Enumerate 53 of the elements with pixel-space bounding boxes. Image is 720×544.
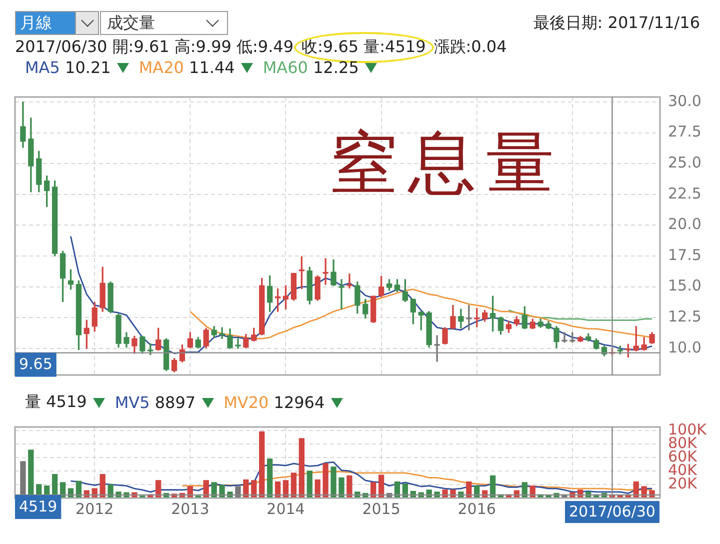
text: MV20 xyxy=(224,393,269,412)
x-tick-label: 2016 xyxy=(458,500,496,518)
bar xyxy=(290,472,297,498)
text: 12964 xyxy=(274,393,325,412)
text: MA60 xyxy=(262,58,308,77)
annotation: 窒息量 xyxy=(330,123,564,205)
bar xyxy=(322,463,328,498)
text: 最後日期: 2017/11/16 xyxy=(532,13,700,34)
dropdown: 成交量 xyxy=(100,11,228,35)
y-tick-label: 25.0 xyxy=(668,153,702,172)
bar xyxy=(266,458,273,498)
y-tick-label: 27.5 xyxy=(668,122,702,141)
bar xyxy=(100,474,106,498)
bar xyxy=(219,484,225,498)
bar xyxy=(298,438,304,498)
ref-line-label: 2017/06/30 xyxy=(568,502,656,520)
bar xyxy=(490,475,496,498)
ref-line-label: 4519 xyxy=(18,497,58,516)
text: 10.21 xyxy=(65,58,111,77)
bar xyxy=(338,477,344,498)
bar xyxy=(211,482,217,498)
x-tick-label: 2013 xyxy=(171,500,210,518)
bar xyxy=(330,466,336,498)
bar xyxy=(346,475,352,498)
text: MV5 xyxy=(114,393,150,412)
y-tick-label: 30.0 xyxy=(668,92,702,110)
bar xyxy=(378,474,384,498)
y-tick-label: 20.0 xyxy=(668,215,702,234)
x-tick-label: 2014 xyxy=(266,500,305,518)
text: 8897 xyxy=(154,393,196,412)
text: 11.44 xyxy=(189,58,235,77)
text: 收:9.65 量:4519 xyxy=(302,37,426,58)
y-tick-label: 12.5 xyxy=(668,308,702,326)
y-tick-label: 15.0 xyxy=(668,276,702,295)
bar xyxy=(259,431,265,498)
bar xyxy=(641,486,647,498)
y-tick-label: 22.5 xyxy=(668,184,702,202)
x-tick-label: 2015 xyxy=(362,500,400,518)
text: MA5 xyxy=(25,58,60,77)
text: 2017/06/30 開:9.61 高:9.99 低:9.49 xyxy=(15,37,294,58)
dropdown: 月線 xyxy=(15,11,99,35)
bar xyxy=(235,486,241,498)
ref-line-label: 9.65 xyxy=(18,355,52,374)
y-tick-label: 10.0 xyxy=(668,338,702,356)
y-tick-label: 17.5 xyxy=(668,246,702,264)
text: 12.25 xyxy=(313,58,359,77)
text: 量 4519 xyxy=(25,392,87,413)
bar xyxy=(108,484,114,498)
text: MA20 xyxy=(138,58,184,77)
x-tick-label: 2012 xyxy=(76,500,114,518)
text: 漲跌:0.04 xyxy=(434,37,507,58)
bar xyxy=(243,479,249,498)
bar xyxy=(306,470,312,498)
